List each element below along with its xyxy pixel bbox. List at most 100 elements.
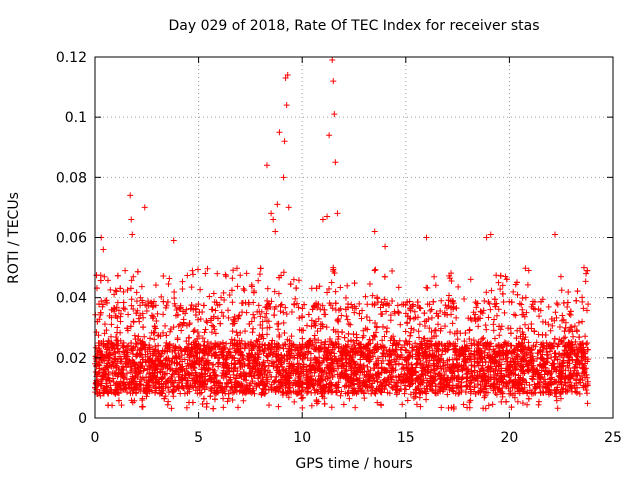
- data-point: [562, 334, 569, 341]
- data-point: [217, 320, 224, 327]
- data-point: [203, 404, 210, 411]
- data-point: [104, 277, 111, 284]
- data-point: [152, 282, 159, 289]
- data-point: [259, 325, 266, 332]
- data-point: [264, 285, 271, 292]
- data-point: [344, 282, 351, 289]
- data-point: [449, 320, 456, 327]
- data-point: [427, 307, 434, 314]
- data-point: [184, 272, 191, 279]
- data-point: [539, 318, 546, 325]
- data-point: [194, 390, 201, 397]
- data-point: [317, 306, 324, 313]
- data-point: [117, 329, 124, 336]
- data-point: [120, 299, 127, 306]
- data-point: [427, 338, 434, 345]
- data-point: [250, 325, 257, 332]
- data-point: [272, 378, 279, 385]
- data-point: [557, 395, 564, 402]
- data-point: [351, 309, 358, 316]
- data-point: [579, 294, 586, 301]
- data-point: [337, 284, 344, 291]
- data-points: [92, 57, 592, 412]
- data-point: [387, 317, 394, 324]
- data-point: [110, 378, 117, 385]
- data-point: [466, 399, 473, 406]
- data-point: [387, 312, 394, 319]
- data-point: [232, 375, 239, 382]
- data-point: [535, 401, 542, 408]
- data-point: [320, 357, 327, 364]
- data-point: [551, 335, 558, 342]
- data-point: [549, 360, 556, 367]
- data-point: [518, 301, 525, 308]
- data-point: [572, 388, 579, 395]
- data-point: [519, 306, 526, 313]
- data-point: [124, 343, 131, 350]
- data-point: [435, 321, 442, 328]
- data-point: [373, 323, 380, 330]
- data-point: [174, 336, 181, 343]
- data-point: [404, 319, 411, 326]
- data-point: [558, 287, 565, 294]
- data-point: [125, 311, 132, 318]
- data-point: [582, 278, 589, 285]
- data-point: [381, 296, 388, 303]
- data-point: [108, 314, 115, 321]
- data-point: [249, 329, 256, 336]
- data-point: [473, 304, 480, 311]
- data-point: [118, 356, 125, 363]
- data-point: [241, 287, 248, 294]
- data-point: [367, 340, 374, 347]
- data-point: [220, 313, 227, 320]
- data-point: [366, 317, 373, 324]
- data-point: [452, 390, 459, 397]
- data-point: [321, 400, 328, 407]
- data-point: [442, 302, 449, 309]
- data-point: [243, 270, 250, 277]
- data-point: [282, 304, 289, 311]
- data-point: [426, 381, 433, 388]
- data-point: [134, 347, 141, 354]
- data-point: [564, 299, 571, 306]
- data-point: [204, 319, 211, 326]
- data-point: [381, 333, 388, 340]
- data-point: [448, 270, 455, 277]
- data-point: [206, 293, 213, 300]
- data-point: [183, 338, 190, 345]
- data-point: [212, 330, 219, 337]
- data-point: [315, 315, 322, 322]
- data-point: [113, 337, 120, 344]
- data-point: [334, 336, 341, 343]
- data-point: [188, 284, 195, 291]
- data-point: [113, 288, 120, 295]
- data-point: [453, 305, 460, 312]
- data-point: [475, 323, 482, 330]
- data-point: [431, 327, 438, 334]
- data-point: [491, 316, 498, 323]
- data-point: [366, 280, 373, 287]
- data-point: [521, 384, 528, 391]
- data-point: [254, 338, 261, 345]
- data-point: [485, 402, 492, 409]
- data-point: [190, 271, 197, 278]
- data-point: [360, 327, 367, 334]
- data-point: [353, 334, 360, 341]
- data-point: [499, 290, 506, 297]
- data-point: [481, 394, 488, 401]
- data-point: [525, 368, 532, 375]
- data-point: [275, 403, 282, 410]
- data-point: [438, 404, 445, 411]
- data-point: [490, 327, 497, 334]
- data-point: [502, 273, 509, 280]
- data-point: [421, 310, 428, 317]
- data-point: [584, 307, 591, 314]
- data-point: [461, 296, 468, 303]
- data-point: [529, 298, 536, 305]
- data-point: [447, 341, 454, 348]
- data-point: [280, 309, 287, 316]
- data-point: [522, 294, 529, 301]
- data-point: [118, 402, 125, 409]
- data-point: [200, 354, 207, 361]
- data-point: [180, 319, 187, 326]
